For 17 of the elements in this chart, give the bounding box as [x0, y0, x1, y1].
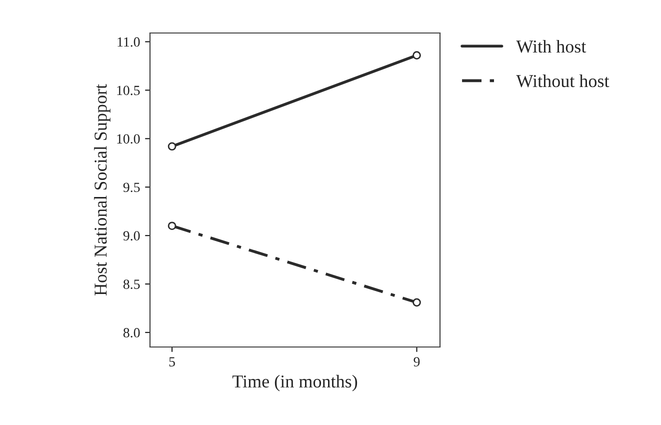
point: [412, 51, 421, 60]
point: [168, 222, 176, 230]
y-tick-label: 10.5: [117, 86, 140, 96]
y-axis-title: Host National Social Support: [94, 84, 110, 296]
y-tick-label: 9.5: [123, 182, 140, 192]
point: [412, 298, 421, 307]
point: [168, 142, 176, 151]
legend-label: With host: [516, 40, 586, 53]
y-tick-label: 10.0: [117, 134, 140, 144]
legend-label: Without host: [516, 74, 610, 88]
x-tick-label: 5: [169, 357, 175, 366]
y-tick-label: 9.0: [123, 231, 140, 241]
x-axis-title: Time (in months): [232, 374, 358, 392]
x-tick-label: 9: [414, 357, 420, 366]
y-tick-label: 11.0: [118, 37, 140, 47]
y-tick-label: 8.0: [123, 328, 140, 338]
y-tick-label: 8.5: [123, 280, 140, 290]
